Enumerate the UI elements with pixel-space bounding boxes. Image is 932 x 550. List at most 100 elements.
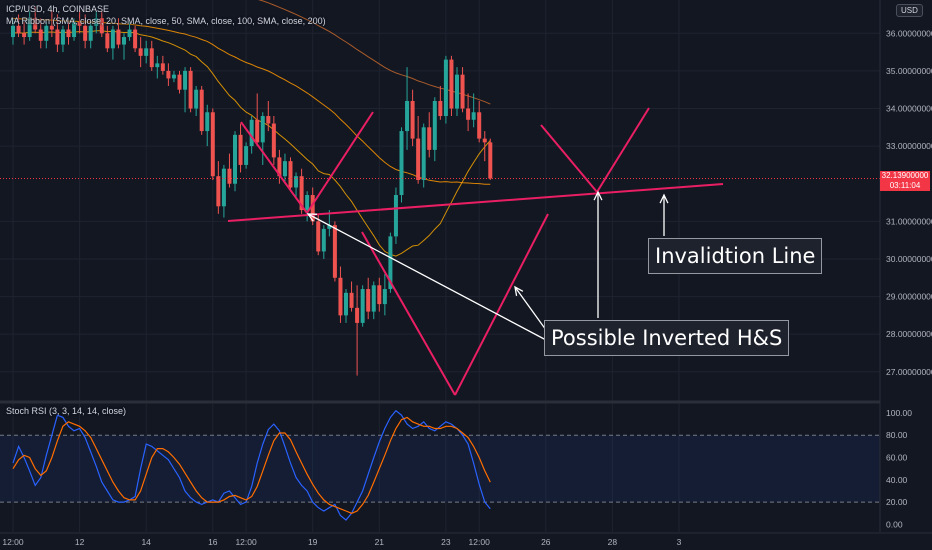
candle-body (488, 142, 493, 179)
candle-body (455, 74, 459, 109)
candle-body (432, 100, 437, 150)
currency-badge[interactable]: USD (896, 4, 923, 17)
candle-body (344, 292, 348, 316)
candle-body (310, 195, 315, 222)
candle-body (166, 70, 171, 79)
time-tick-label: 26 (541, 537, 551, 547)
time-axis[interactable]: 12:00 12 14 16 12:00 19 21 23 12:00 26 28 3 (0, 532, 932, 547)
candle-body (210, 112, 215, 177)
candle-body (27, 18, 32, 38)
price-axis[interactable]: 36.00000000 35.00000000 34.00000000 33.0000… (886, 28, 932, 377)
price-tick-label: 28.00000000 (886, 329, 932, 339)
time-tick-label: 12 (75, 537, 85, 547)
candle-body (371, 285, 376, 312)
candle-body (288, 161, 293, 188)
candle-body (327, 225, 332, 229)
stoch-tick-label: 100.00 (886, 408, 912, 418)
time-tick-label: 21 (375, 537, 385, 547)
time-tick-label: 12:00 (2, 537, 24, 547)
time-tick-label: 28 (608, 537, 618, 547)
stoch-tick-label: 80.00 (886, 430, 908, 440)
head-right-leg (454, 213, 549, 396)
candle-body (266, 116, 271, 124)
candle-body (443, 59, 448, 117)
pattern-label[interactable]: Possible Inverted H&S (544, 320, 790, 356)
candle-body (116, 29, 121, 45)
candle-body (399, 131, 404, 196)
candle-body (16, 25, 21, 34)
price-tick-label: 27.00000000 (886, 367, 932, 377)
price-tick-label: 31.00000000 (886, 216, 932, 226)
symbol-legend[interactable]: ICP/USD, 4h, COINBASE (6, 4, 110, 14)
arrow-to-head (514, 286, 547, 331)
candle-body (355, 307, 360, 323)
candle-body (38, 29, 43, 41)
price-tick-label: 36.00000000 (886, 28, 932, 38)
right-shoulder-right-leg (596, 107, 650, 193)
last-price-value: 32.13900000 (881, 171, 929, 180)
candle-body (360, 289, 365, 323)
candle-body (427, 127, 432, 150)
grid-lines (0, 0, 880, 532)
candle-body (160, 63, 165, 71)
candle-body (410, 100, 415, 139)
stoch-axis[interactable]: 100.00 80.00 60.00 40.00 20.00 0.00 (886, 408, 912, 530)
candle-body (83, 25, 88, 41)
candle-body (466, 108, 471, 120)
candle-body (305, 195, 310, 211)
candle-body (110, 29, 115, 49)
price-tick-label: 33.00000000 (886, 141, 932, 151)
candle-body (133, 29, 138, 49)
last-price-tag: 32.13900000 03:11:04 (880, 171, 930, 191)
candle-body (233, 134, 237, 184)
candle-body (388, 236, 393, 290)
candle-body (321, 228, 326, 252)
arrow-to-head-head (514, 285, 524, 296)
candle-body (66, 29, 71, 38)
candle-body (199, 89, 204, 132)
price-tick-label: 29.00000000 (886, 292, 932, 302)
candle-body (460, 74, 465, 109)
stoch-rsi-legend[interactable]: Stoch RSI (3, 3, 14, 14, close) (6, 406, 127, 416)
candle-body (477, 112, 482, 139)
arrow-to-right-shoulder-head (593, 190, 603, 201)
stoch-tick-label: 60.00 (886, 453, 908, 463)
candle-body (122, 37, 126, 45)
stoch-k-line (12, 409, 491, 521)
candle-body (177, 74, 182, 90)
right-shoulder-left-leg (540, 124, 598, 193)
ma-ribbon-legend[interactable]: MA Ribbon (SMA, close, 20, SMA, close, 5… (6, 16, 326, 26)
candle-body (366, 289, 371, 312)
time-tick-label: 23 (441, 537, 451, 547)
candle-body (449, 59, 454, 109)
candle-body (155, 63, 160, 68)
candlestick-series[interactable] (11, 6, 493, 376)
candle-body (382, 289, 387, 305)
candle-body (338, 277, 343, 316)
stoch-d-line (12, 416, 491, 514)
arrow-to-neckline-head (659, 193, 669, 204)
candle-body (271, 123, 276, 158)
candle-body (316, 221, 321, 252)
candle-body (282, 161, 287, 177)
candle-body (255, 119, 260, 143)
candle-body (183, 70, 188, 90)
time-tick-label: 14 (141, 537, 151, 547)
ma-50-line (12, 17, 491, 185)
time-tick-label: 12:00 (235, 537, 257, 547)
candle-body (349, 292, 354, 308)
time-tick-label: 16 (208, 537, 218, 547)
candle-body (144, 48, 149, 56)
pattern-drawings[interactable] (227, 107, 724, 396)
invalidation-label[interactable]: Invalidtion Line (648, 238, 823, 274)
candle-body (277, 157, 282, 177)
candle-body (238, 134, 243, 165)
candle-body (438, 100, 443, 117)
candle-body (260, 116, 265, 143)
left-shoulder-left-leg (240, 121, 308, 214)
stoch-rsi-lines (12, 409, 491, 521)
candle-body (55, 29, 60, 45)
candle-body (377, 285, 382, 305)
